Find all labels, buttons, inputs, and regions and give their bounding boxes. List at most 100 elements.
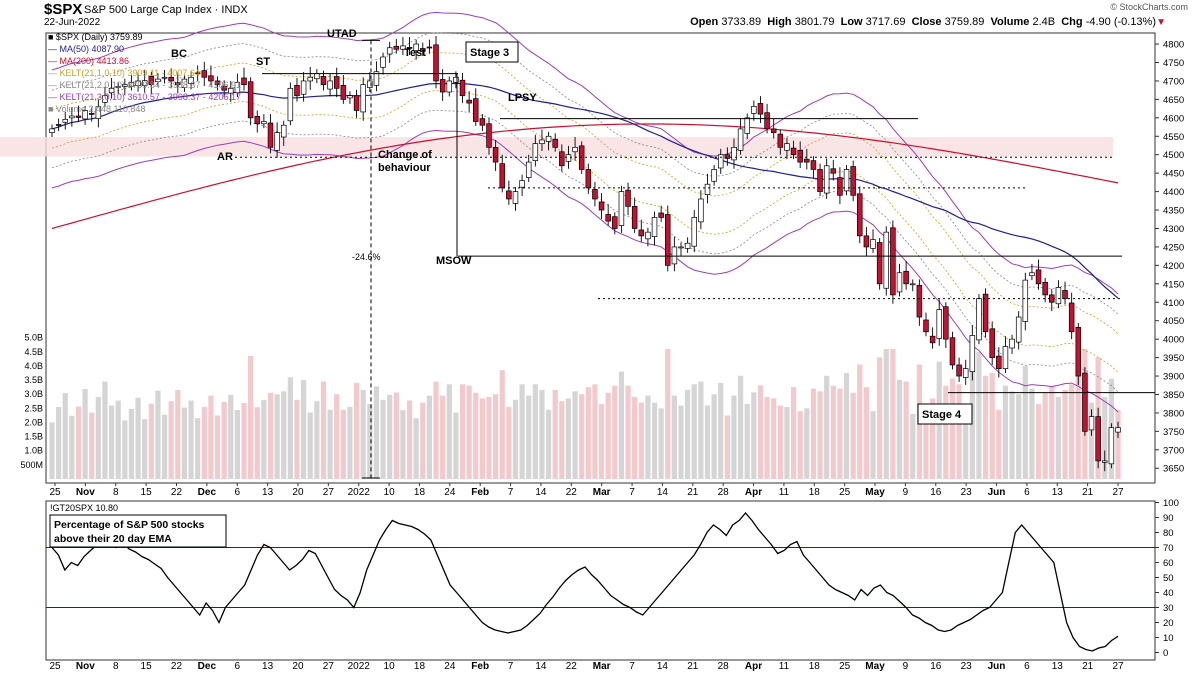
candle-body — [717, 154, 724, 169]
volume-axis-label: 1.5B — [24, 432, 43, 442]
candle-body — [592, 189, 598, 200]
volume-bar — [261, 400, 267, 479]
volume-bar — [188, 400, 194, 479]
indicator-x-axis-label: Feb — [471, 661, 489, 672]
chart-date: 22-Jun-2022 — [44, 17, 101, 28]
volume-bar — [267, 392, 274, 479]
volume-bar — [493, 394, 499, 479]
volume-bar — [618, 371, 625, 479]
candle-body — [671, 246, 678, 265]
candle-body — [539, 139, 545, 145]
volume-bar — [711, 394, 717, 479]
candle-body — [784, 143, 790, 151]
indicator-x-axis-label: 2022 — [348, 661, 371, 672]
volume-bar — [440, 395, 446, 479]
volume-bar — [797, 411, 803, 479]
candle-body — [333, 76, 340, 89]
candle-body — [1095, 416, 1101, 462]
candle-body — [976, 298, 982, 341]
legend-entry: — KELT(21,2.0,10) 3709.84 - 3908.37 - 41… — [48, 80, 241, 90]
indicator-x-axis-label: 23 — [961, 661, 973, 672]
volume-bar — [62, 393, 68, 479]
volume-bar — [744, 404, 750, 479]
price-x-axis-label: 18 — [809, 487, 821, 498]
price-axis-label: 4600 — [1163, 113, 1184, 124]
indicator-x-axis-label: Mar — [593, 661, 611, 672]
candle-body — [426, 46, 433, 49]
volume-bar — [413, 418, 419, 479]
volume-bar — [1055, 397, 1062, 479]
volume-bar — [393, 392, 399, 479]
volume-bar — [632, 397, 638, 479]
candle-body — [684, 242, 691, 249]
indicator-x-axis-label: 9 — [903, 661, 909, 672]
candle-body — [406, 47, 413, 49]
volume-bar — [221, 401, 227, 479]
price-x-axis-label: 15 — [141, 487, 153, 498]
candle-body — [618, 191, 625, 226]
candle-body — [598, 201, 605, 211]
candle-body — [916, 284, 923, 318]
indicator-x-axis-label: Dec — [198, 661, 217, 672]
candle-body — [956, 364, 962, 377]
volume-bar — [201, 406, 207, 479]
volume-bar — [320, 381, 327, 479]
volume-bar — [155, 390, 161, 479]
indicator-x-axis-label: 14 — [535, 661, 547, 672]
volume-bar — [579, 394, 585, 479]
candle-body — [962, 368, 969, 378]
price-axis-label: 4400 — [1163, 187, 1184, 198]
price-x-axis-label: 24 — [444, 487, 456, 498]
volume-bar — [499, 370, 505, 479]
candle-body — [201, 70, 208, 78]
volume-bar — [466, 385, 472, 479]
volume-bar — [552, 389, 558, 479]
volume-bar — [764, 397, 770, 479]
candle-body — [347, 95, 353, 99]
indicator-axis-label: 30 — [1163, 603, 1174, 614]
stockcharts-credit: © StockCharts.com — [1110, 2, 1188, 12]
volume-bar — [625, 385, 631, 479]
volume-bar — [930, 398, 936, 479]
candle-body — [373, 71, 380, 86]
price-x-axis-label: 22 — [171, 487, 183, 498]
price-x-axis-label: 21 — [687, 487, 699, 498]
price-x-axis-label: 21 — [1082, 487, 1094, 498]
candle-body — [857, 193, 863, 237]
candle-body — [691, 217, 697, 247]
volume-bar — [161, 414, 168, 479]
indicator-x-axis-label: 22 — [566, 661, 578, 672]
candle-body — [327, 80, 333, 90]
candle-body — [665, 214, 671, 266]
volume-bar — [771, 398, 777, 479]
candle-body — [280, 124, 287, 138]
candle-body — [890, 227, 896, 296]
volume-bar — [532, 384, 538, 479]
volume-bar — [923, 405, 929, 479]
candle-body — [658, 212, 664, 218]
volume-bar — [1009, 391, 1015, 479]
candle-body — [559, 151, 565, 167]
candle-body — [989, 328, 995, 358]
ar-label: AR — [217, 151, 233, 163]
price-x-axis-label: 27 — [323, 487, 335, 498]
volume-bar — [896, 380, 903, 479]
volume-bar — [228, 394, 234, 479]
candle-body — [254, 116, 261, 125]
volume-bar — [784, 406, 790, 479]
candle-body — [214, 80, 221, 85]
price-axis-label: 4150 — [1163, 279, 1184, 290]
price-x-axis-label: 9 — [903, 487, 909, 498]
price-axis-label: 3900 — [1163, 372, 1184, 383]
keltner3-lower — [51, 129, 1119, 413]
volume-axis-label: 500M — [20, 460, 43, 470]
volume-bar — [479, 398, 485, 479]
candle-body — [512, 191, 519, 204]
candle-body — [737, 128, 744, 151]
candle-body — [896, 272, 903, 293]
volume-bar — [1115, 409, 1121, 479]
volume-bar — [883, 348, 889, 479]
utad-label: UTAD — [327, 28, 357, 40]
volume-bar — [1062, 389, 1068, 479]
indicator-axis-label: 0 — [1163, 648, 1168, 659]
